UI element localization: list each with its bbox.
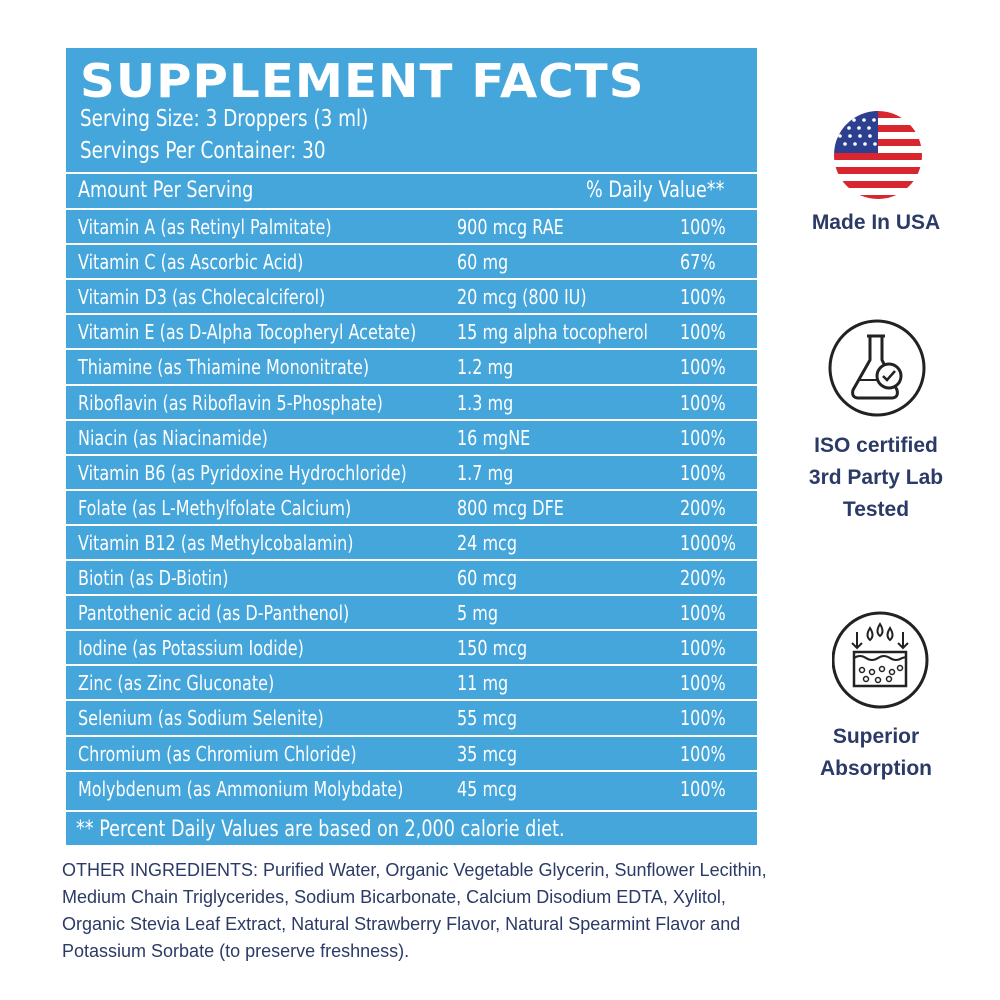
nutrient-name: Vitamin B12 (as Methylcobalamin) (78, 530, 354, 555)
nutrient-name: Chromium (as Chromium Chloride) (78, 741, 357, 766)
other-ingredients: OTHER INGREDIENTS: Purified Water, Organ… (62, 860, 767, 961)
nutrient-name: Vitamin E (as D-Alpha Tocopheryl Acetate… (78, 320, 417, 345)
nutrient-amount: 1.2 mg (457, 355, 514, 380)
nutrient-row: Pantothenic acid (as D-Panthenol) 5 mg 100… (66, 594, 757, 629)
nutrient-amount: 55 mcg (457, 706, 517, 731)
nutrient-name: Vitamin B6 (as Pyridoxine Hydrochloride) (78, 460, 407, 485)
nutrient-row: Folate (as L-Methylfolate Calcium) 800 mc… (66, 488, 757, 524)
daily-value: 100% (680, 776, 726, 801)
nutrient-amount: 1.3 mg (457, 390, 514, 415)
nutrient-name: Pantothenic acid (as D-Panthenol) (78, 601, 350, 626)
nutrient-row: Zinc (as Zinc Gluconate) 11 mg 100% (66, 664, 757, 699)
nutrient-name: Vitamin C (as Ascorbic Acid) (78, 250, 304, 275)
daily-value: 100% (680, 285, 726, 310)
nutrient-name: Iodine (as Potassium Iodide) (78, 636, 304, 661)
badge-line: ISO certified (814, 434, 938, 457)
nutrient-row: Vitamin A (as Retinyl Palmitate) 900 mcg … (66, 208, 757, 243)
daily-value: 67% (680, 250, 716, 275)
nutrient-amount: 16 mgNE (457, 425, 531, 450)
nutrient-row: Vitamin B12 (as Methylcobalamin) 24 mcg 10… (66, 523, 757, 559)
badge-line: 3rd Party Lab (808, 466, 944, 489)
header-daily-value: % Daily Value** (586, 178, 725, 203)
daily-value: 100% (680, 671, 726, 696)
nutrient-amount: 1.7 mg (457, 460, 514, 485)
nutrient-row: Vitamin C (as Ascorbic Acid) 60 mg 67% (66, 243, 757, 278)
daily-value: 100% (680, 636, 726, 661)
daily-value: 100% (680, 390, 726, 415)
nutrient-amount: 800 mcg DFE (457, 495, 564, 520)
serving-size: Serving Size: 3 Droppers (3 ml) (80, 106, 369, 132)
nutrient-amount: 60 mg (457, 250, 509, 275)
panel-title: SUPPLEMENT FACTS (80, 54, 645, 108)
nutrient-amount: 900 mcg RAE (457, 215, 564, 239)
header-amount: Amount Per Serving (78, 178, 254, 203)
daily-value: 100% (680, 460, 726, 485)
servings-per-container: Servings Per Container: 30 (80, 138, 326, 164)
nutrient-amount: 20 mcg (800 IU) (457, 285, 587, 310)
badge-line: Absorption (820, 757, 932, 780)
supplement-facts-panel: SUPPLEMENT FACTS Serving Size: 3 Dropper… (66, 48, 757, 845)
nutrient-name: Vitamin A (as Retinyl Palmitate) (78, 215, 332, 239)
nutrient-row: Chromium (as Chromium Chloride) 35 mcg 100… (66, 734, 757, 770)
nutrient-row: Iodine (as Potassium Iodide) 150 mcg 100% (66, 629, 757, 664)
daily-value: 100% (680, 601, 726, 626)
lab-test-icon (828, 319, 926, 417)
badge-label: Superior Absorption (776, 721, 976, 785)
daily-value: 200% (680, 566, 726, 590)
nutrient-row: Niacin (as Niacinamide) 16 mgNE 100% (66, 418, 757, 454)
nutrient-row: Thiamine (as Thiamine Mononitrate) 1.2 mg… (66, 348, 757, 383)
nutrient-row: Selenium (as Sodium Selenite) 55 mcg 100% (66, 699, 757, 734)
nutrient-name: Selenium (as Sodium Selenite) (78, 706, 324, 731)
nutrient-amount: 15 mg alpha tocopherol (457, 320, 648, 345)
nutrient-row: Riboflavin (as Riboflavin 5-Phosphate) 1.… (66, 383, 757, 419)
nutrient-row: Biotin (as D-Biotin) 60 mcg 200% (66, 559, 757, 594)
badge-label: ISO certified 3rd Party Lab Tested (776, 430, 976, 526)
footnote-row: ** Percent Daily Values are based on 2,0… (66, 810, 757, 847)
badge-label: Made In USA (776, 207, 976, 239)
badge-line: Made In USA (811, 211, 941, 234)
nutrient-name: Riboflavin (as Riboflavin 5-Phosphate) (78, 390, 383, 415)
footnote: ** Percent Daily Values are based on 2,0… (76, 817, 565, 842)
nutrient-amount: 150 mcg (457, 636, 528, 661)
absorption-icon (832, 611, 929, 709)
daily-value: 100% (680, 741, 726, 766)
daily-value: 100% (680, 215, 726, 239)
nutrient-name: Molybdenum (as Ammonium Molybdate) (78, 776, 404, 801)
daily-value: 200% (680, 495, 726, 520)
nutrient-name: Niacin (as Niacinamide) (78, 425, 268, 450)
nutrient-name: Zinc (as Zinc Gluconate) (78, 671, 275, 696)
daily-value: 1000% (680, 530, 736, 555)
nutrient-amount: 60 mcg (457, 566, 517, 590)
daily-value: 100% (680, 320, 726, 345)
daily-value: 100% (680, 425, 726, 450)
nutrient-amount: 24 mcg (457, 530, 517, 555)
nutrient-row: Molybdenum (as Ammonium Molybdate) 45 mcg… (66, 769, 757, 805)
nutrient-row: Vitamin B6 (as Pyridoxine Hydrochloride)… (66, 453, 757, 489)
nutrient-name: Biotin (as D-Biotin) (78, 566, 229, 590)
badge-line: Superior (832, 725, 920, 748)
daily-value: 100% (680, 706, 726, 731)
nutrient-amount: 45 mcg (457, 776, 517, 801)
header-row: Amount Per Serving % Daily Value** (66, 172, 757, 208)
nutrient-name: Vitamin D3 (as Cholecalciferol) (78, 285, 326, 310)
nutrient-amount: 11 mg (457, 671, 509, 696)
daily-value: 100% (680, 355, 726, 380)
nutrient-amount: 35 mcg (457, 741, 517, 766)
nutrient-row: Vitamin D3 (as Cholecalciferol) 20 mcg (8… (66, 278, 757, 313)
nutrient-amount: 5 mg (457, 601, 499, 626)
badge-line: Tested (842, 498, 910, 521)
nutrient-name: Folate (as L-Methylfolate Calcium) (78, 495, 352, 520)
nutrient-name: Thiamine (as Thiamine Mononitrate) (78, 355, 370, 380)
nutrient-row: Vitamin E (as D-Alpha Tocopheryl Acetate… (66, 313, 757, 348)
usa-flag-icon (834, 111, 922, 199)
